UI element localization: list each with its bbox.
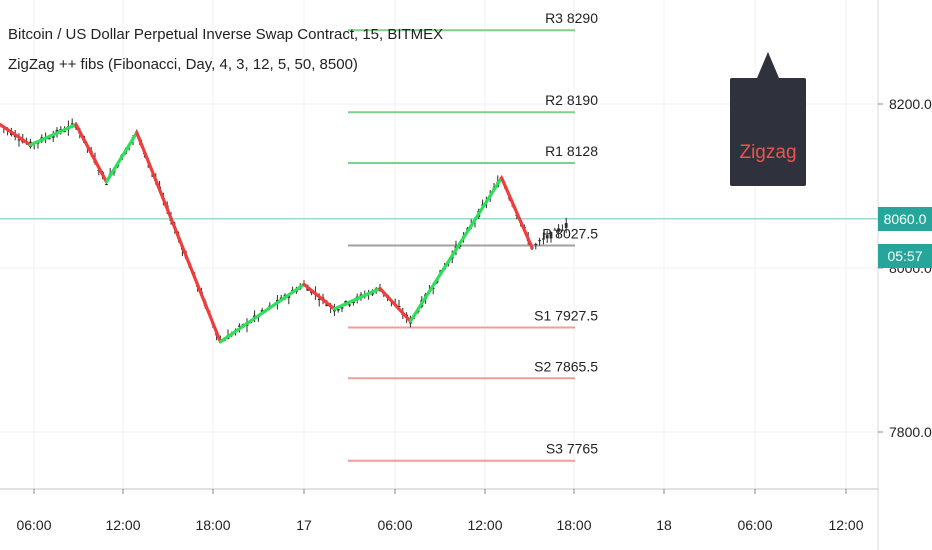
candle-body: [397, 305, 401, 308]
candle-body: [538, 240, 541, 242]
candle-body: [561, 229, 564, 231]
candle-body: [352, 301, 355, 303]
current-price-tag: 8060.0: [878, 206, 932, 231]
bar-countdown-tag: 05:57: [878, 243, 932, 268]
time-tick-label: 18:00: [556, 517, 591, 533]
candle-body: [564, 223, 568, 228]
time-tick-label: 18: [656, 517, 672, 533]
level-label: S2 7865.5: [534, 358, 598, 374]
candle-body: [549, 232, 553, 239]
time-tick-label: 06:00: [16, 517, 51, 533]
indicator-label[interactable]: ZigZag ++ fibs (Fibonacci, Day, 4, 3, 12…: [8, 56, 358, 73]
candle-body: [340, 307, 344, 309]
candle-body: [557, 228, 560, 232]
candle-body: [553, 229, 557, 231]
zigzag-segment: [74, 122, 109, 184]
candle-body: [545, 235, 549, 239]
candle-body: [348, 304, 351, 306]
time-axis[interactable]: 06:00 12:00 18:00 17 06:00 12:00 18:00 18 06:00 1…: [16, 489, 864, 533]
zigzag-segment: [28, 122, 78, 147]
zigzag-segment: [408, 176, 504, 323]
candle-body: [105, 184, 108, 186]
zigzag-segment: [104, 131, 139, 184]
watermark-box: [730, 78, 806, 186]
time-tick-label: 18:00: [195, 517, 230, 533]
candle-body: [17, 139, 21, 141]
candle-body: [336, 308, 340, 311]
candle-body: [359, 294, 363, 296]
level-label: S1 7927.5: [534, 307, 598, 323]
candle-body: [325, 304, 329, 307]
level-label: P 8027.5: [542, 225, 598, 241]
watermark-arrow-icon: [757, 52, 779, 78]
zigzag-segment: [332, 286, 382, 311]
level-label: R1 8128: [545, 143, 598, 159]
zigzag-segment: [218, 282, 306, 344]
chart-title: Bitcoin / US Dollar Perpetual Inverse Sw…: [8, 26, 444, 43]
watermark-text: Zigzag: [739, 142, 797, 163]
candle-body: [238, 325, 241, 327]
time-tick-label: 12:00: [467, 517, 502, 533]
zigzag-segment: [378, 286, 412, 323]
candle-body: [51, 135, 55, 138]
fib-levels: R3 8290 R2 8190 R1 8128 P 8027.5 S1 7927.5 S2…: [348, 10, 598, 462]
time-tick-label: 12:00: [105, 517, 140, 533]
candle-body: [63, 131, 66, 133]
level-label: R2 8190: [545, 92, 598, 108]
price-tick-label: 8200.0: [889, 96, 932, 112]
level-label: S3 7765: [546, 441, 598, 457]
candle-body: [317, 298, 321, 300]
zigzag-segment: [302, 282, 336, 311]
zigzag-segment: [500, 176, 534, 250]
time-tick-label: 12:00: [828, 517, 863, 533]
level-label: R3 8290: [545, 10, 598, 26]
candle-body: [70, 123, 74, 125]
candle-body: [48, 138, 51, 140]
time-tick-label: 06:00: [737, 517, 772, 533]
price-tick-label: 7800.0: [889, 424, 932, 440]
zigzag-line: [0, 122, 534, 344]
candle-body: [534, 244, 538, 246]
candles: [0, 118, 568, 343]
time-tick-label: 06:00: [377, 517, 412, 533]
zigzag-segment: [0, 122, 32, 147]
candle-body: [542, 238, 545, 240]
candle-body: [287, 295, 291, 298]
time-tick-label: 17: [296, 517, 312, 533]
zigzag-segment: [135, 131, 222, 344]
